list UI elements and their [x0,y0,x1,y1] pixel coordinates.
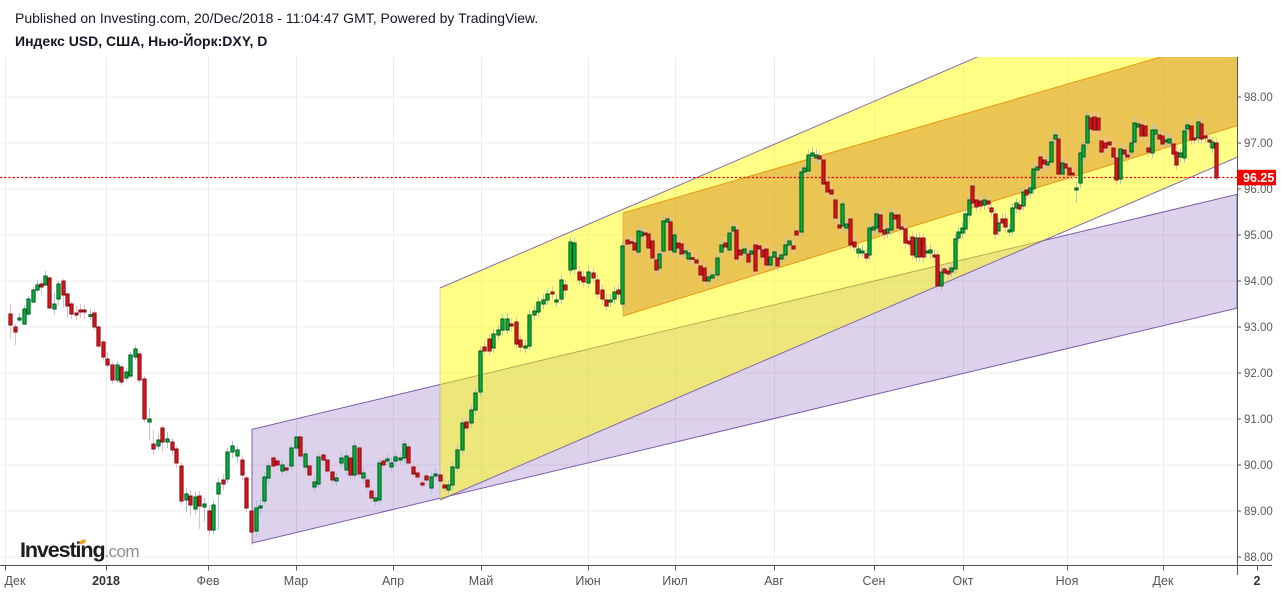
svg-text:Июл: Июл [662,574,687,588]
svg-text:2: 2 [1254,574,1261,588]
svg-text:Май: Май [469,574,494,588]
svg-text:Окт: Окт [952,574,973,588]
svg-text:90.00: 90.00 [1244,460,1273,472]
svg-text:Авг: Авг [764,574,784,588]
svg-text:Апр: Апр [382,574,404,588]
svg-text:Фев: Фев [196,574,219,588]
svg-text:95.00: 95.00 [1244,230,1273,242]
svg-text:2018: 2018 [92,574,120,588]
svg-text:88.00: 88.00 [1244,552,1273,564]
svg-text:97.00: 97.00 [1244,138,1273,150]
svg-text:92.00: 92.00 [1244,368,1273,380]
svg-text:96.00: 96.00 [1244,184,1273,196]
svg-text:98.00: 98.00 [1244,92,1273,104]
svg-text:93.00: 93.00 [1244,322,1273,334]
svg-text:Ноя: Ноя [1056,574,1079,588]
svg-text:Сен: Сен [863,574,886,588]
svg-text:Дек: Дек [1153,574,1174,588]
svg-text:Мар: Мар [284,574,309,588]
svg-text:94.00: 94.00 [1244,276,1273,288]
svg-text:Дек: Дек [5,574,26,588]
svg-text:96.25: 96.25 [1243,171,1274,185]
svg-text:91.00: 91.00 [1244,414,1273,426]
svg-text:Июн: Июн [575,574,600,588]
svg-text:89.00: 89.00 [1244,506,1273,518]
